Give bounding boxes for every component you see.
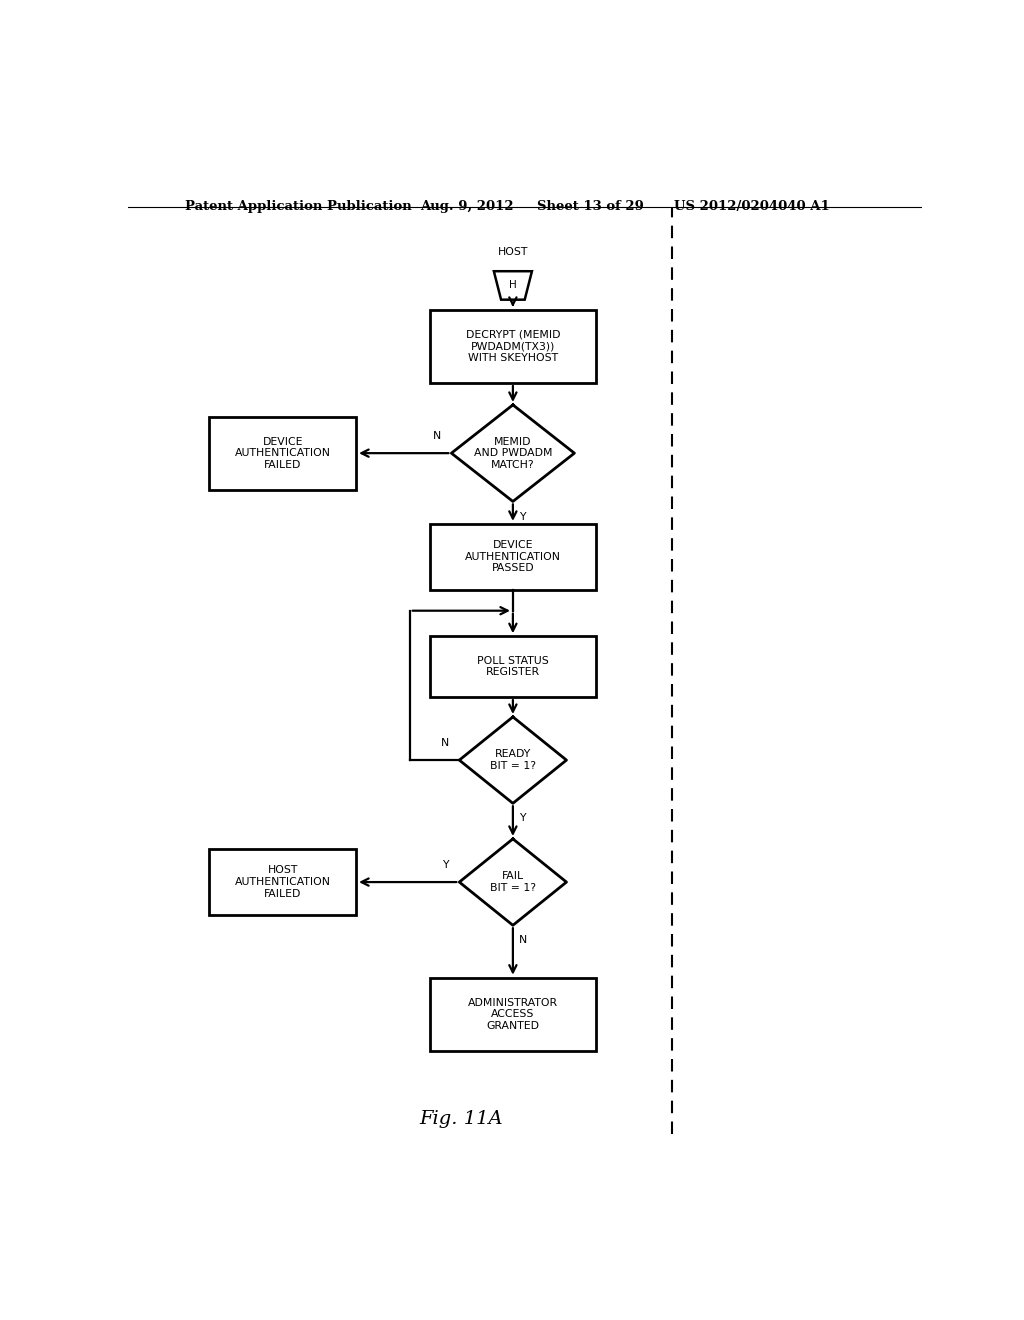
FancyBboxPatch shape (430, 636, 596, 697)
Text: DEVICE
AUTHENTICATION
PASSED: DEVICE AUTHENTICATION PASSED (465, 540, 561, 573)
Text: Aug. 9, 2012: Aug. 9, 2012 (420, 199, 514, 213)
FancyBboxPatch shape (430, 524, 596, 590)
Text: HOST
AUTHENTICATION
FAILED: HOST AUTHENTICATION FAILED (234, 866, 331, 899)
Text: ADMINISTRATOR
ACCESS
GRANTED: ADMINISTRATOR ACCESS GRANTED (468, 998, 558, 1031)
Polygon shape (452, 405, 574, 502)
Text: Y: Y (519, 813, 525, 824)
Text: HOST: HOST (498, 247, 528, 257)
Text: H: H (509, 280, 517, 290)
Text: DEVICE
AUTHENTICATION
FAILED: DEVICE AUTHENTICATION FAILED (234, 437, 331, 470)
Text: US 2012/0204040 A1: US 2012/0204040 A1 (674, 199, 829, 213)
Text: POLL STATUS
REGISTER: POLL STATUS REGISTER (477, 656, 549, 677)
FancyBboxPatch shape (209, 849, 356, 915)
Text: N: N (440, 738, 449, 748)
FancyBboxPatch shape (430, 978, 596, 1051)
Text: FAIL
BIT = 1?: FAIL BIT = 1? (489, 871, 536, 892)
Text: DECRYPT (MEMID
PWDADM(TX3))
WITH SKEYHOST: DECRYPT (MEMID PWDADM(TX3)) WITH SKEYHOS… (466, 330, 560, 363)
Polygon shape (460, 717, 566, 804)
Text: Y: Y (442, 859, 449, 870)
Text: MEMID
AND PWDADM
MATCH?: MEMID AND PWDADM MATCH? (474, 437, 552, 470)
Text: Fig. 11A: Fig. 11A (420, 1110, 503, 1127)
FancyBboxPatch shape (209, 417, 356, 490)
Polygon shape (460, 840, 566, 925)
Text: READY
BIT = 1?: READY BIT = 1? (489, 750, 536, 771)
FancyBboxPatch shape (430, 310, 596, 383)
Text: N: N (433, 430, 441, 441)
Text: Patent Application Publication: Patent Application Publication (185, 199, 412, 213)
Text: N: N (519, 936, 527, 945)
Text: Sheet 13 of 29: Sheet 13 of 29 (537, 199, 643, 213)
Text: Y: Y (519, 512, 525, 521)
Polygon shape (494, 271, 531, 300)
